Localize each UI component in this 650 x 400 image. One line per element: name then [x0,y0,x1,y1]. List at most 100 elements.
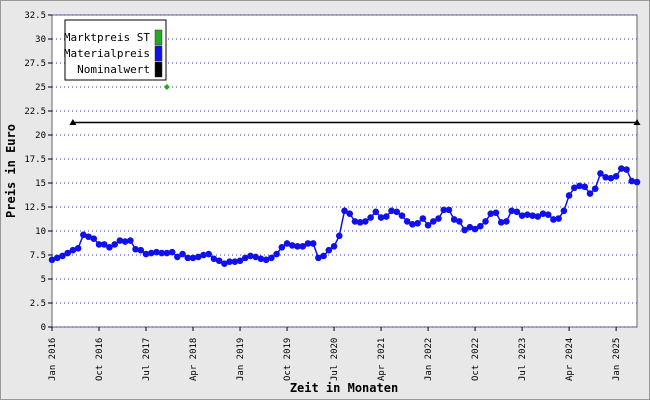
point [440,206,448,214]
point [163,249,171,257]
point [241,254,249,262]
point [346,210,354,218]
point [393,208,401,216]
point [597,170,604,177]
point [69,119,77,126]
point [571,184,578,192]
point [153,248,160,256]
point [362,218,369,225]
point [330,243,338,250]
point [497,219,505,226]
point [226,258,233,266]
y-tick-label: 22.5 [24,107,46,117]
point [508,207,515,215]
point [309,240,317,247]
point [194,253,202,261]
point [367,214,374,221]
point [189,254,197,262]
y-tick-label: 7.5 [30,251,46,261]
point [550,216,557,223]
point [539,210,547,218]
point [377,214,385,221]
x-tick-label: Oct 2019 [283,338,293,381]
point [320,252,327,260]
point [147,249,155,257]
x-tick-label: Jul 2020 [330,338,340,381]
point [450,216,458,223]
y-tick-label: 27.5 [24,59,46,69]
point [116,237,124,244]
point [304,240,312,247]
x-tick-label: Oct 2016 [95,338,105,381]
point [257,255,265,263]
x-tick-label: Apr 2024 [565,338,575,381]
point [80,231,87,239]
point [215,257,223,265]
x-tick-label: Oct 2022 [471,338,481,381]
point [372,208,380,216]
y-tick-label: 15 [35,179,46,189]
point [586,190,594,197]
legend-swatch [154,45,163,62]
y-tick-label: 12.5 [24,203,46,213]
point [294,243,301,250]
x-tick-label: Jan 2016 [48,338,58,381]
point [85,233,92,241]
point [74,244,82,252]
x-tick-label: Jan 2019 [236,338,246,381]
point [59,252,66,260]
point [221,260,228,267]
point [555,215,562,222]
point [581,183,589,191]
point [356,219,364,226]
point [623,166,630,173]
y-axis-label: Preis in Euro [4,124,18,218]
y-tick-label: 32.5 [24,11,46,21]
point [529,212,536,219]
point [409,220,416,228]
grid: 0 2.5 5 7.5 10 12.5 15 17.5 20 22.5 25 27.5 30 32.5 Ja… [24,11,637,381]
point [315,254,322,262]
point [90,235,98,242]
point [607,174,615,182]
point [492,209,500,217]
point [503,218,510,225]
legend: Marktpreis ST Materialpreis Nominalwert [64,29,163,78]
point [111,241,118,248]
point [137,246,145,254]
point [618,165,625,172]
point [132,245,139,253]
point [471,225,479,233]
point [252,253,260,261]
point [398,212,406,219]
point [487,210,495,218]
point [174,253,181,261]
point [283,240,291,247]
point [382,213,390,220]
x-tick-label: Jul 2023 [518,338,528,381]
point [247,252,254,260]
point [53,254,61,262]
point [518,212,526,219]
point [534,213,542,220]
point [168,248,176,256]
point [205,250,212,258]
point [278,244,286,251]
point [299,243,307,250]
point [403,218,411,225]
point [100,241,108,248]
legend-label: Materialpreis [64,47,150,60]
point [482,218,489,225]
point [69,246,77,254]
y-tick-label: 30 [35,35,46,45]
point [273,250,280,258]
point [429,218,437,225]
point [466,223,474,231]
point [64,249,71,257]
legend-swatch [154,61,163,78]
point [544,211,552,218]
point [524,211,531,218]
point [184,254,192,262]
